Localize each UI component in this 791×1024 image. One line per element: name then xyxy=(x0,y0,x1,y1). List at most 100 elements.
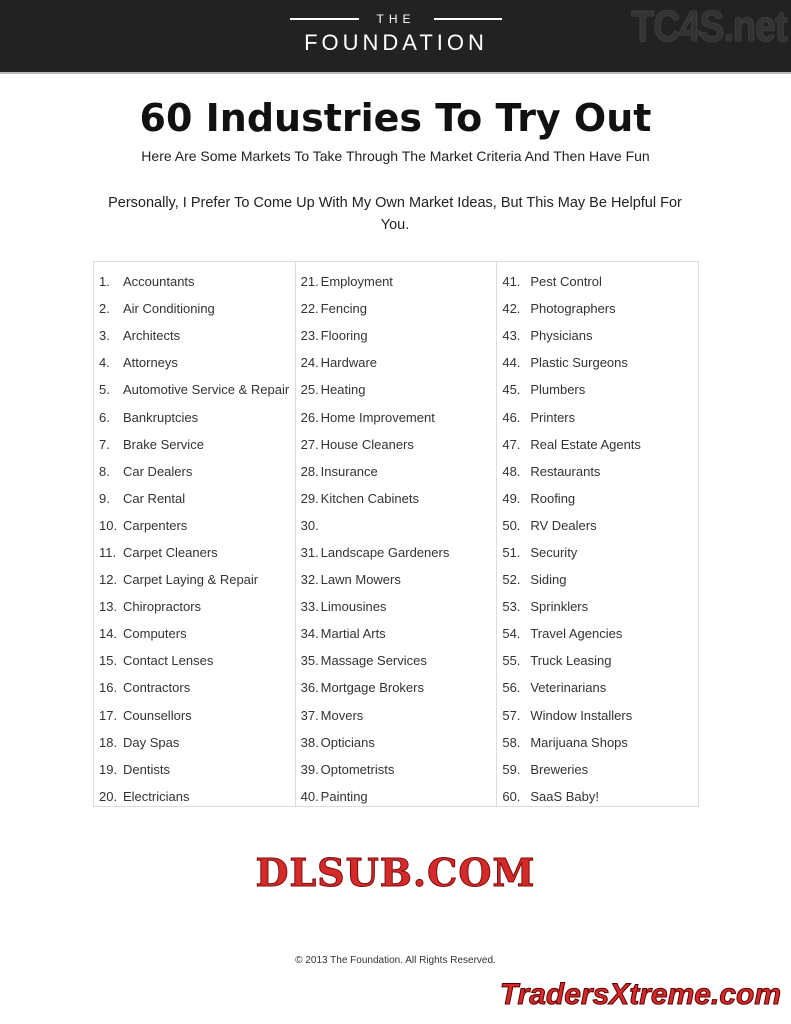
item-number: 58. xyxy=(502,734,521,750)
item-label: Day Spas xyxy=(123,734,180,750)
item-number: 18. xyxy=(99,734,118,750)
item-label: Mortgage Brokers xyxy=(320,680,424,696)
item-number: 10. xyxy=(99,517,118,533)
item-number: 41. xyxy=(502,274,521,290)
item-number: 54. xyxy=(502,626,521,642)
item-label: Printers xyxy=(530,409,576,425)
list-item: 12. Carpet Laying & Repair xyxy=(94,566,295,593)
item-number: 19. xyxy=(99,761,118,777)
item-label: Kitchen Cabinets xyxy=(320,490,419,506)
list-item: 27. House Cleaners xyxy=(296,431,497,458)
item-label: Security xyxy=(530,544,578,560)
item-label: Insurance xyxy=(320,463,378,479)
item-label: Landscape Gardeners xyxy=(320,544,450,560)
item-label: Home Improvement xyxy=(320,409,435,425)
note: Personally, I Prefer To Come Up With My … xyxy=(108,195,682,233)
subtitle: Here Are Some Markets To Take Through Th… xyxy=(141,148,650,164)
list-item: 15. Contact Lenses xyxy=(94,647,295,674)
list-item: 40. Painting xyxy=(296,783,497,810)
item-label: Contact Lenses xyxy=(123,653,214,669)
item-label: Window Installers xyxy=(530,707,633,723)
item-label: Roofing xyxy=(530,490,576,506)
item-label: Electricians xyxy=(123,788,190,804)
item-label: Employment xyxy=(320,274,393,290)
industry-column: 41. Pest Control 42. Photographers 43. Physic… xyxy=(497,262,698,806)
list-item: 32. Lawn Mowers xyxy=(296,566,497,593)
list-item: 35. Massage Services xyxy=(296,647,497,674)
item-label: Counsellors xyxy=(123,707,192,723)
list-item: 39. Optometrists xyxy=(296,756,497,783)
item-label: Car Dealers xyxy=(123,463,193,479)
list-item: 18. Day Spas xyxy=(94,729,295,756)
item-label: Chiropractors xyxy=(123,599,202,615)
item-number: 16. xyxy=(99,680,118,696)
list-item: 42. Photographers xyxy=(497,295,698,322)
item-number: 9. xyxy=(99,490,110,506)
item-number: 48. xyxy=(502,463,521,479)
item-label: Siding xyxy=(530,572,567,588)
item-number: 20. xyxy=(99,788,118,804)
item-number: 39. xyxy=(300,761,319,777)
item-label: Fencing xyxy=(320,301,367,317)
item-label: Marijuana Shops xyxy=(530,734,628,750)
header: THE FOUNDATION TC4S.net xyxy=(0,0,791,74)
foundation-logo: THE FOUNDATION xyxy=(290,12,502,56)
item-label: Air Conditioning xyxy=(123,301,215,317)
item-number: 49. xyxy=(502,490,521,506)
item-label: Architects xyxy=(123,328,181,344)
item-number: 56. xyxy=(502,680,521,696)
watermark-tc4s: TC4S.net xyxy=(631,2,788,51)
item-number: 51. xyxy=(502,544,521,560)
item-label: House Cleaners xyxy=(320,436,414,452)
list-item: 37. Movers xyxy=(296,702,497,729)
item-number: 22. xyxy=(300,301,319,317)
item-number: 21. xyxy=(300,274,319,290)
list-item: 16. Contractors xyxy=(94,674,295,701)
item-number: 36. xyxy=(300,680,319,696)
industry-column: 1. Accountants 2. Air Conditioning 3. Archite… xyxy=(94,262,296,806)
page-title: 60 Industries To Try Out xyxy=(139,96,652,140)
item-label: Restaurants xyxy=(530,463,601,479)
item-number: 46. xyxy=(502,409,521,425)
list-item: 55. Truck Leasing xyxy=(497,647,698,674)
item-label: Hardware xyxy=(320,355,378,371)
item-label: Truck Leasing xyxy=(530,653,612,669)
list-item: 2. Air Conditioning xyxy=(94,295,295,322)
item-label: Travel Agencies xyxy=(530,626,623,642)
list-item: 58. Marijuana Shops xyxy=(497,729,698,756)
list-item: 14. Computers xyxy=(94,620,295,647)
list-item: 36. Mortgage Brokers xyxy=(296,674,497,701)
list-item: 8. Car Dealers xyxy=(94,458,295,485)
list-item: 24. Hardware xyxy=(296,349,497,376)
item-label: Carpet Cleaners xyxy=(123,544,218,560)
item-label: Computers xyxy=(123,626,187,642)
item-number: 31. xyxy=(300,544,319,560)
list-item: 19. Dentists xyxy=(94,756,295,783)
item-number: 4. xyxy=(99,355,110,371)
list-item: 41. Pest Control xyxy=(497,268,698,295)
item-number: 26. xyxy=(300,409,319,425)
list-item: 30. xyxy=(296,512,497,539)
item-label: Attorneys xyxy=(123,355,178,371)
item-label: Carpet Laying & Repair xyxy=(123,572,259,588)
item-label: Lawn Mowers xyxy=(320,572,401,588)
item-label: Plastic Surgeons xyxy=(530,355,628,371)
item-label: Photographers xyxy=(530,301,616,317)
item-number: 29. xyxy=(300,490,319,506)
list-item: 34. Martial Arts xyxy=(296,620,497,647)
list-item: 31. Landscape Gardeners xyxy=(296,539,497,566)
item-number: 3. xyxy=(99,328,110,344)
list-item: 5. Automotive Service & Repair xyxy=(94,376,295,403)
footer-copyright: © 2013 The Foundation. All Rights Reserv… xyxy=(295,955,496,966)
list-item: 51. Security xyxy=(497,539,698,566)
list-item: 20. Electricians xyxy=(94,783,295,810)
item-number: 23. xyxy=(300,328,319,344)
item-number: 59. xyxy=(502,761,521,777)
item-label: Sprinklers xyxy=(530,599,589,615)
list-item: 25. Heating xyxy=(296,376,497,403)
item-label: Painting xyxy=(320,788,368,804)
item-number: 47. xyxy=(502,436,521,452)
item-label: Pest Control xyxy=(530,274,602,290)
item-number: 6. xyxy=(99,409,110,425)
industry-column: 21. Employment 22. Fencing 23. Flooring 24. Har… xyxy=(296,262,498,806)
